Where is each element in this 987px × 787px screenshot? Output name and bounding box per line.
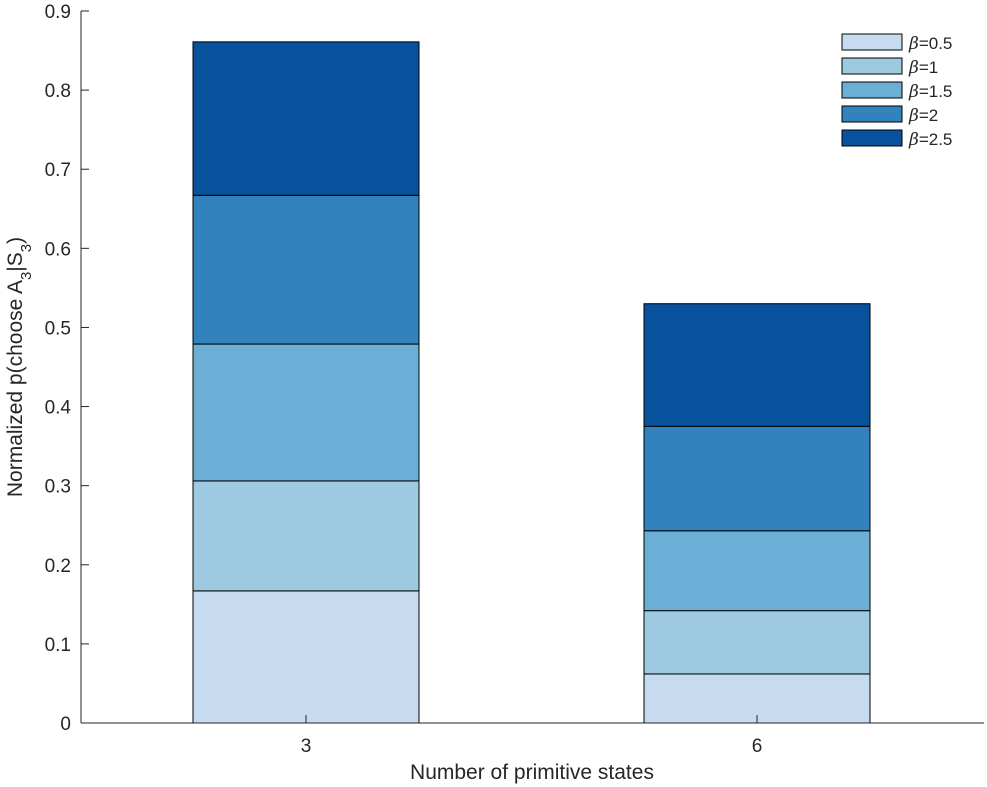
y-tick-label: 0.2	[45, 556, 71, 577]
legend-value: =1.5	[919, 82, 953, 101]
y-axis-label-mid: |S	[4, 252, 27, 271]
bar-segment-cat3-series0	[192, 590, 420, 724]
bars-group	[192, 41, 871, 724]
x-tick-label: 3	[301, 736, 312, 757]
y-tick-label: 0.8	[45, 81, 71, 102]
y-tick-label: 0.9	[45, 2, 71, 23]
y-tick-label: 0.4	[45, 398, 72, 419]
bar-segment-cat3-series3	[192, 194, 420, 345]
bar-segment-cat6-series0	[643, 673, 871, 724]
y-axis-label: Normalized p(choose A3|S3)	[4, 237, 35, 497]
bar-segment-cat6-series4	[643, 303, 871, 427]
bar-segment-cat6-series3	[643, 425, 871, 532]
legend-label: β=1	[908, 58, 938, 78]
legend-beta-symbol: β	[908, 130, 919, 150]
y-tick-label: 0.7	[45, 160, 71, 181]
legend-value: =1	[919, 58, 938, 77]
legend-swatch	[841, 57, 903, 75]
legend-beta-symbol: β	[908, 106, 919, 126]
bar-segment-cat3-series1	[192, 480, 420, 592]
y-axis-label-sub2: 3	[18, 244, 35, 252]
legend-beta-symbol: β	[908, 58, 919, 78]
y-tick-label: 0.5	[45, 318, 71, 339]
legend-label: β=2	[908, 106, 938, 126]
legend-swatch	[841, 129, 903, 147]
legend: β=0.5β=1β=1.5β=2β=2.5	[841, 33, 952, 150]
y-axis-label-main: Normalized p(choose A	[4, 280, 27, 497]
legend-value: =2	[919, 106, 938, 125]
y-tick-label: 0.6	[45, 239, 71, 260]
x-tick-label: 6	[752, 736, 763, 757]
y-tick-label: 0.3	[45, 477, 71, 498]
bar-segment-cat6-series2	[643, 530, 871, 612]
y-tick-label: 0.1	[45, 635, 71, 656]
legend-beta-symbol: β	[908, 34, 919, 54]
legend-label: β=0.5	[908, 34, 952, 54]
legend-value: =2.5	[919, 130, 953, 149]
legend-swatch	[841, 33, 903, 51]
legend-swatch	[841, 81, 903, 99]
y-axis-label-sub1: 3	[18, 272, 35, 280]
bar-segment-cat3-series4	[192, 41, 420, 196]
bar-segment-cat3-series2	[192, 343, 420, 482]
x-axis-label: Number of primitive states	[410, 761, 654, 784]
y-axis-label-end: )	[4, 237, 27, 244]
legend-label: β=1.5	[908, 82, 952, 102]
legend-value: =0.5	[919, 34, 953, 53]
legend-swatch	[841, 105, 903, 123]
y-tick-label: 0	[60, 714, 71, 735]
bar-segment-cat6-series1	[643, 610, 871, 675]
legend-beta-symbol: β	[908, 82, 919, 102]
legend-label: β=2.5	[908, 130, 952, 150]
axes-group: 0 0.1 0.2 0.3 0.4 0.5 0.6 0.7 0.8 0.9 3 6	[45, 2, 984, 757]
